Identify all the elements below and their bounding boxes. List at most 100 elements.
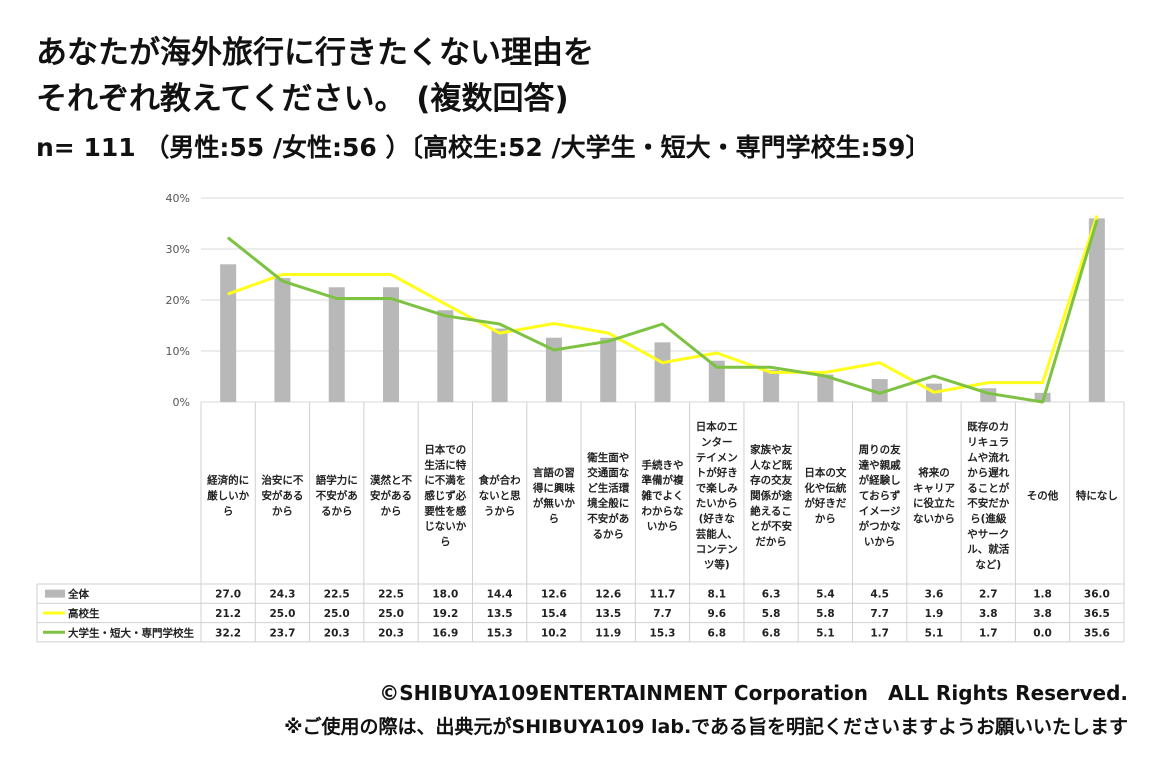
data-label: 10.2 xyxy=(541,627,567,639)
point-大学生・短大・専門学校生 xyxy=(444,315,447,317)
bar-全体 xyxy=(274,278,291,402)
point-高校生 xyxy=(933,391,935,394)
point-高校生 xyxy=(553,322,555,325)
point-高校生 xyxy=(715,352,718,354)
point-高校生 xyxy=(824,371,827,374)
data-label: 36.5 xyxy=(1084,608,1110,620)
copyright-text: ©SHIBUYA109ENTERTAINMENT Corporation ALL… xyxy=(379,681,1128,705)
point-大学生・短大・専門学校生 xyxy=(661,323,664,325)
data-label: 3.8 xyxy=(1033,608,1052,620)
data-label: 7.7 xyxy=(653,608,672,620)
data-label: 5.8 xyxy=(816,608,835,620)
point-高校生 xyxy=(335,273,338,276)
data-label: 23.7 xyxy=(269,627,295,639)
usage-note: ※ご使用の際は、出典元がSHIBUYA109 lab.である旨を明記くださいます… xyxy=(284,716,1128,738)
data-label: 15.3 xyxy=(487,627,513,639)
bar-全体 xyxy=(871,379,888,402)
data-label: 3.8 xyxy=(979,608,998,620)
point-高校生 xyxy=(227,293,229,295)
point-大学生・短大・専門学校生 xyxy=(933,375,935,377)
data-label: 12.6 xyxy=(541,589,567,601)
data-label: 9.6 xyxy=(707,608,726,620)
chart-title: あなたが海外旅行に行きたくない理由を それぞれ教えてください。 (複数回答) xyxy=(36,30,594,122)
point-大学生・短大・専門学校生 xyxy=(498,323,501,325)
data-label: 6.8 xyxy=(707,627,726,639)
point-高校生 xyxy=(770,371,772,374)
point-大学生・短大・専門学校生 xyxy=(607,340,610,343)
data-label: 7.7 xyxy=(870,608,889,620)
category-label: 衛生面や交通面など生活環境全般に不安があるから xyxy=(586,451,629,541)
category-label: 周りの友達や親戚が経験しておらずイメージがつかないから xyxy=(859,443,901,548)
category-label: 既存のカリキュラムや流れから遅れることが不安だから(進級やサークル、就活など) xyxy=(967,420,1009,571)
sample-size-note: n= 111 （男性:55 /女性:56 ）〔高校生:52 /大学生・短大・専門… xyxy=(36,133,931,162)
data-label: 25.0 xyxy=(324,608,350,620)
bar-全体 xyxy=(491,328,508,402)
category-label: 手続きや準備が複雑でよくわからないから xyxy=(641,458,684,532)
legend-label: 全体 xyxy=(67,588,89,601)
data-label: 36.0 xyxy=(1084,589,1110,601)
point-高校生 xyxy=(1096,215,1098,217)
category-label: その他 xyxy=(1027,489,1059,502)
data-label: 22.5 xyxy=(378,589,404,601)
point-大学生・短大・専門学校生 xyxy=(987,392,990,395)
point-大学生・短大・専門学校生 xyxy=(824,375,827,377)
bar-全体 xyxy=(383,287,400,402)
point-大学生・短大・専門学校生 xyxy=(1096,219,1098,222)
data-label: 8.1 xyxy=(707,589,726,601)
legend-label: 大学生・短大・専門学校生 xyxy=(68,626,194,639)
point-高校生 xyxy=(661,361,664,364)
point-大学生・短大・専門学校生 xyxy=(390,297,392,300)
data-label: 25.0 xyxy=(269,608,295,620)
data-label: 16.9 xyxy=(432,627,458,639)
point-大学生・短大・専門学校生 xyxy=(281,280,284,282)
data-label: 1.9 xyxy=(925,608,944,620)
legend-swatch xyxy=(45,589,65,598)
point-大学生・短大・専門学校生 xyxy=(553,349,555,351)
category-label: 経済的に厳しいから xyxy=(207,474,249,518)
data-label: 13.5 xyxy=(487,608,513,620)
data-label: 2.7 xyxy=(979,589,998,601)
point-高校生 xyxy=(444,303,447,305)
data-label: 18.0 xyxy=(432,589,458,601)
data-label: 15.3 xyxy=(650,627,676,639)
data-label: 20.3 xyxy=(324,627,350,639)
point-高校生 xyxy=(878,361,881,364)
data-label: 5.1 xyxy=(816,627,835,639)
bar-全体 xyxy=(600,337,617,402)
bar-全体 xyxy=(437,310,454,402)
point-高校生 xyxy=(607,332,610,334)
title-line-1: あなたが海外旅行に行きたくない理由を xyxy=(36,35,594,71)
y-tick-label: 40% xyxy=(166,192,190,205)
category-label: 特になし xyxy=(1076,489,1118,502)
point-高校生 xyxy=(1041,381,1044,384)
bar-全体 xyxy=(817,374,834,402)
data-label: 19.2 xyxy=(432,608,458,620)
category-label: 言語の習得に興味が無いから xyxy=(532,466,575,525)
point-大学生・短大・専門学校生 xyxy=(770,366,772,369)
y-tick-label: 10% xyxy=(166,345,190,358)
data-label: 1.8 xyxy=(1033,589,1052,601)
data-label: 35.6 xyxy=(1084,627,1110,639)
point-高校生 xyxy=(281,273,284,276)
point-大学生・短大・専門学校生 xyxy=(335,297,338,300)
data-label: 25.0 xyxy=(378,608,404,620)
bar-全体 xyxy=(220,264,237,402)
bar-全体 xyxy=(328,287,345,402)
data-label: 27.0 xyxy=(215,589,241,601)
bar-全体 xyxy=(763,369,780,402)
data-label: 15.4 xyxy=(541,608,567,620)
data-label: 5.8 xyxy=(762,608,781,620)
point-高校生 xyxy=(390,273,392,276)
data-label: 21.2 xyxy=(215,608,241,620)
category-label: 漠然と不安があるから xyxy=(370,474,412,518)
data-label: 1.7 xyxy=(979,627,998,639)
category-label: 将来のキャリアに役立たないから xyxy=(913,466,955,525)
data-label: 11.9 xyxy=(595,627,621,639)
data-label: 22.5 xyxy=(324,589,350,601)
y-tick-label: 20% xyxy=(166,294,190,307)
point-大学生・短大・専門学校生 xyxy=(1041,401,1044,403)
legend-label: 高校生 xyxy=(68,607,100,620)
category-label: 家族や友人など既存の交友関係が途絶えることが不安だから xyxy=(750,443,792,548)
data-label: 13.5 xyxy=(595,608,621,620)
